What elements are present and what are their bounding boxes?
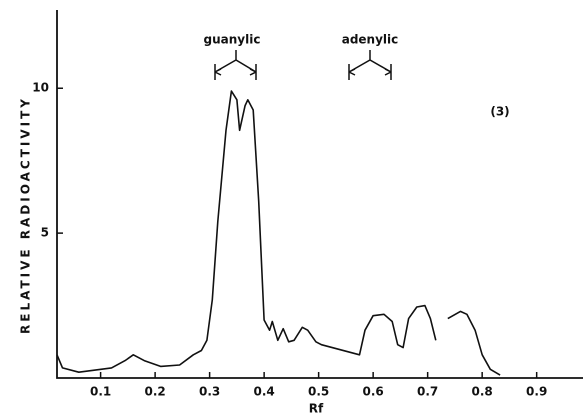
annotation: guanylic [204,33,261,47]
data-line [56,90,501,376]
x-axis-label: Rf [309,402,324,416]
y-axis-label: RELATIVE RADIOACTIVITY [19,96,33,334]
x-tick-label: 0.1 [90,385,111,399]
y-tick-label: 5 [41,226,49,240]
x-tick-label: 0.7 [417,385,438,399]
x-tick-label: 0.5 [308,385,329,399]
x-tick-label: 0.8 [472,385,493,399]
axis [56,10,583,379]
x-tick-label: 0.6 [363,385,384,399]
x-tick-label: 0.2 [144,385,165,399]
y-tick-label: 10 [32,81,49,95]
x-tick-label: 0.4 [253,385,274,399]
annotation: (3) [490,105,509,119]
x-tick-label: 0.9 [526,385,547,399]
annotation: adenylic [342,33,399,47]
bracket [214,50,392,80]
x-tick-label: 0.3 [199,385,220,399]
